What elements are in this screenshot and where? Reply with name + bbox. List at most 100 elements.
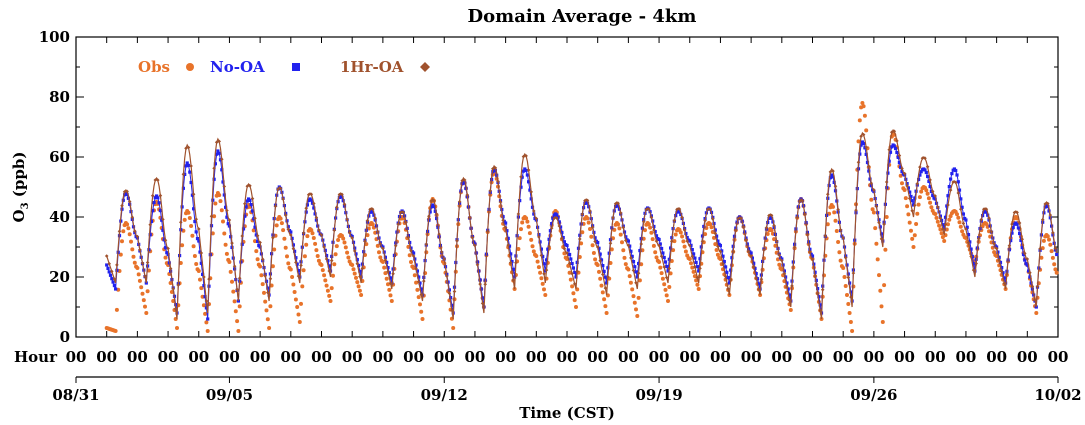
obs-point	[838, 258, 843, 263]
no-oa-point	[1020, 246, 1024, 250]
1hr-oa-point	[601, 272, 605, 277]
no-oa-point	[602, 269, 606, 273]
no-oa-point	[849, 290, 853, 294]
no-oa-point	[787, 293, 792, 297]
1hr-oa-point	[741, 224, 746, 229]
hour-tick-label: 00	[1017, 348, 1038, 366]
obs-point	[773, 243, 778, 248]
1hr-oa-point	[294, 260, 298, 265]
1hr-oa-point	[317, 228, 321, 232]
1hr-oa-point	[401, 210, 406, 215]
no-oa-point	[248, 198, 252, 202]
1hr-oa-point	[296, 274, 301, 278]
obs-point	[539, 276, 544, 281]
y-tick-label: 20	[49, 268, 70, 286]
1hr-oa-point	[734, 228, 738, 232]
1hr-oa-point	[644, 207, 649, 212]
1hr-oa-point	[498, 200, 503, 204]
no-oa-point	[227, 224, 231, 228]
1hr-oa-point	[992, 242, 996, 246]
obs-point	[267, 326, 272, 330]
no-oa-point	[1055, 252, 1059, 257]
1hr-oa-point	[148, 222, 152, 227]
1hr-oa-point	[578, 237, 582, 241]
no-oa-point	[959, 197, 963, 201]
1hr-oa-point	[289, 233, 293, 237]
1hr-oa-point	[933, 194, 937, 198]
1hr-oa-point	[399, 210, 403, 215]
1hr-oa-point	[1017, 221, 1022, 225]
obs-point	[937, 223, 942, 228]
obs-point	[683, 249, 688, 254]
no-oa-point	[1018, 231, 1022, 236]
obs-point	[925, 191, 930, 196]
1hr-oa-point	[744, 238, 748, 242]
obs-point	[765, 232, 770, 236]
obs-point	[591, 251, 596, 255]
no-oa-point	[165, 251, 169, 255]
no-oa-point	[694, 260, 698, 264]
obs-point	[412, 273, 417, 278]
1hr-oa-point	[969, 254, 973, 259]
legend-marker-1hr-oa	[420, 62, 430, 72]
obs-point	[140, 291, 145, 296]
no-oa-point	[927, 179, 931, 183]
obs-point	[883, 247, 888, 252]
no-oa-point	[941, 223, 945, 227]
no-oa-point	[945, 204, 949, 208]
obs-point	[1053, 267, 1058, 272]
obs-point	[631, 294, 636, 299]
1hr-oa-point	[460, 178, 464, 183]
obs-point	[622, 255, 627, 260]
no-oa-point	[690, 248, 694, 252]
obs-point	[314, 248, 319, 253]
obs-point	[860, 101, 865, 105]
no-oa-point	[163, 246, 168, 250]
no-oa-point	[185, 161, 189, 165]
no-oa-point	[730, 256, 734, 260]
obs-point	[673, 232, 678, 237]
no-oa-point	[616, 204, 620, 208]
y-tick-label: 0	[60, 328, 70, 346]
no-oa-point	[1028, 275, 1032, 279]
1hr-oa-point	[419, 292, 423, 297]
1hr-oa-point	[1030, 284, 1035, 289]
no-oa-point	[355, 258, 359, 262]
1hr-oa-point	[209, 214, 214, 219]
obs-point	[190, 233, 195, 238]
no-oa-point	[946, 194, 950, 198]
1hr-oa-point	[918, 165, 922, 169]
no-oa-point	[354, 252, 358, 256]
hour-tick-label: 00	[342, 348, 363, 366]
obs-point	[714, 248, 719, 252]
no-oa-point	[984, 210, 988, 214]
hour-tick-label: 00	[311, 348, 332, 366]
1hr-oa-point	[672, 218, 677, 223]
obs-point	[926, 196, 931, 201]
no-oa-point	[112, 284, 116, 288]
1hr-oa-point	[964, 227, 968, 231]
obs-point	[218, 199, 223, 204]
no-oa-point	[906, 186, 910, 190]
obs-point	[856, 139, 861, 144]
no-oa-point	[123, 193, 127, 197]
1hr-oa-point	[923, 156, 927, 160]
legend: Obs No-OA 1Hr-OA	[138, 58, 430, 76]
no-oa-point	[202, 284, 206, 288]
1hr-oa-point	[828, 170, 833, 174]
no-oa-point	[969, 247, 973, 251]
1hr-oa-point	[879, 237, 884, 241]
no-oa-point	[544, 258, 549, 262]
obs-point	[836, 240, 841, 244]
1hr-oa-point	[803, 212, 807, 216]
obs-point	[939, 231, 944, 236]
1hr-oa-point	[900, 166, 904, 171]
1hr-oa-point	[664, 275, 669, 280]
1hr-oa-point	[145, 260, 150, 265]
1hr-oa-point	[792, 245, 797, 249]
1hr-oa-point	[728, 278, 733, 282]
no-oa-point	[148, 233, 152, 237]
1hr-oa-point	[107, 261, 111, 266]
obs-point	[258, 264, 263, 269]
no-oa-point	[923, 168, 927, 172]
